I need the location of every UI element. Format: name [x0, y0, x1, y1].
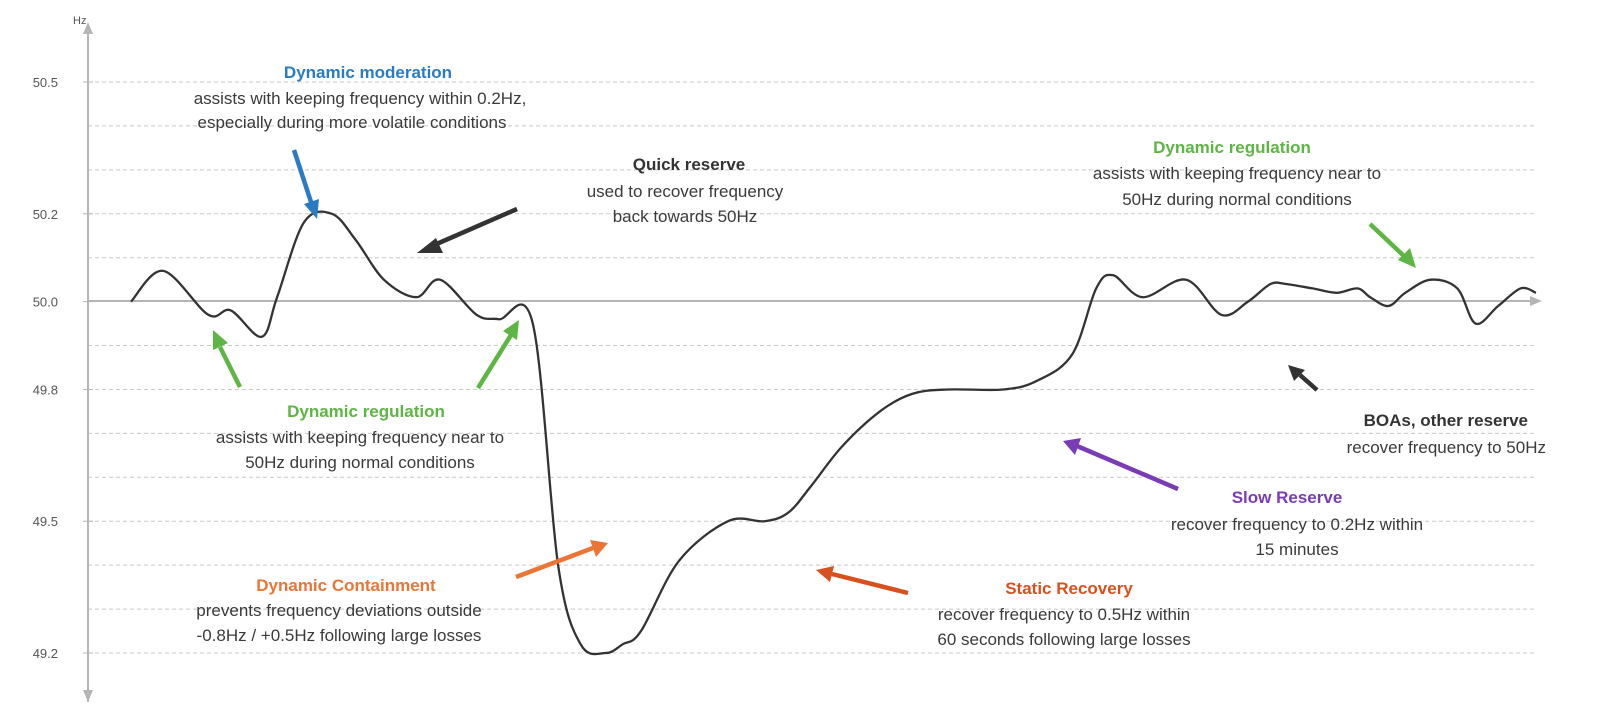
annotation-line: recover frequency to 0.2Hz within	[1171, 515, 1423, 534]
annotation-line: assists with keeping frequency within 0.…	[194, 89, 527, 108]
annotation-line: 60 seconds following large losses	[937, 630, 1190, 649]
arrow-dynamic-regulation-right	[1368, 222, 1416, 268]
annotation-line: assists with keeping frequency near to	[216, 428, 504, 447]
annotation-line: -0.8Hz / +0.5Hz following large losses	[197, 626, 482, 645]
annotation-title: Slow Reserve	[1232, 488, 1343, 507]
annotation-dynamic-containment: Dynamic Containment prevents frequency d…	[196, 576, 481, 645]
annotation-dynamic-moderation: Dynamic moderation assists with keeping …	[194, 63, 527, 132]
annotation-title: Quick reserve	[633, 155, 745, 174]
series-line-frequency	[130, 210, 1537, 656]
arrow-boas-other-reserve	[1288, 365, 1319, 392]
arrow-slow-reserve	[1063, 438, 1179, 492]
annotation-line: 15 minutes	[1255, 540, 1338, 559]
annotation-line: 50Hz during normal conditions	[1122, 190, 1352, 209]
x-axis-arrow	[1530, 296, 1542, 306]
arrow-dynamic-regulation-left-1	[213, 330, 243, 389]
annotation-dynamic-regulation-left: Dynamic regulation assists with keeping …	[216, 402, 504, 472]
y-tick-labels: 50.5 50.2 50.0 49.8 49.5 49.2	[33, 75, 93, 661]
y-tick-label: 50.2	[33, 207, 58, 222]
annotation-line: prevents frequency deviations outside	[196, 601, 481, 620]
annotation-quick-reserve: Quick reserve used to recover frequency …	[587, 155, 784, 226]
annotation-line: especially during more volatile conditio…	[198, 113, 507, 132]
arrow-quick-reserve	[417, 206, 518, 253]
y-tick-label: 50.0	[33, 295, 58, 310]
annotation-dynamic-regulation-right: Dynamic regulation assists with keeping …	[1093, 138, 1381, 209]
arrow-dynamic-containment	[515, 540, 608, 580]
annotation-line: recover frequency to 0.5Hz within	[938, 605, 1190, 624]
annotation-static-recovery: Static Recovery recover frequency to 0.5…	[937, 579, 1190, 649]
arrow-dynamic-moderation	[291, 149, 319, 219]
y-tick-label: 49.5	[33, 514, 58, 529]
annotation-line: assists with keeping frequency near to	[1093, 164, 1381, 183]
annotation-line: back towards 50Hz	[613, 207, 758, 226]
y-tick-label: 49.2	[33, 646, 58, 661]
arrow-static-recovery	[816, 566, 909, 596]
y-tick-label: 50.5	[33, 75, 58, 90]
annotation-title: Static Recovery	[1005, 579, 1133, 598]
annotation-title: BOAs, other reserve	[1364, 411, 1528, 430]
annotation-line: recover frequency to 50Hz	[1347, 438, 1546, 457]
annotation-boas-other-reserve: BOAs, other reserve recover frequency to…	[1347, 411, 1546, 457]
pointer-arrows	[213, 149, 1416, 596]
annotation-title: Dynamic regulation	[1153, 138, 1311, 157]
y-axis-arrow-top	[83, 22, 93, 34]
arrow-dynamic-regulation-left-2	[476, 320, 519, 390]
y-axis-unit-label: Hz	[73, 15, 86, 27]
annotation-title: Dynamic Containment	[256, 576, 436, 595]
y-axis-arrow-bottom	[83, 690, 93, 702]
annotation-title: Dynamic regulation	[287, 402, 445, 421]
y-tick-label: 49.8	[33, 382, 58, 397]
annotation-title: Dynamic moderation	[284, 63, 452, 82]
annotation-line: 50Hz during normal conditions	[245, 453, 475, 472]
annotation-line: used to recover frequency	[587, 182, 784, 201]
gridlines	[88, 81, 1534, 654]
annotation-slow-reserve: Slow Reserve recover frequency to 0.2Hz …	[1171, 488, 1423, 559]
